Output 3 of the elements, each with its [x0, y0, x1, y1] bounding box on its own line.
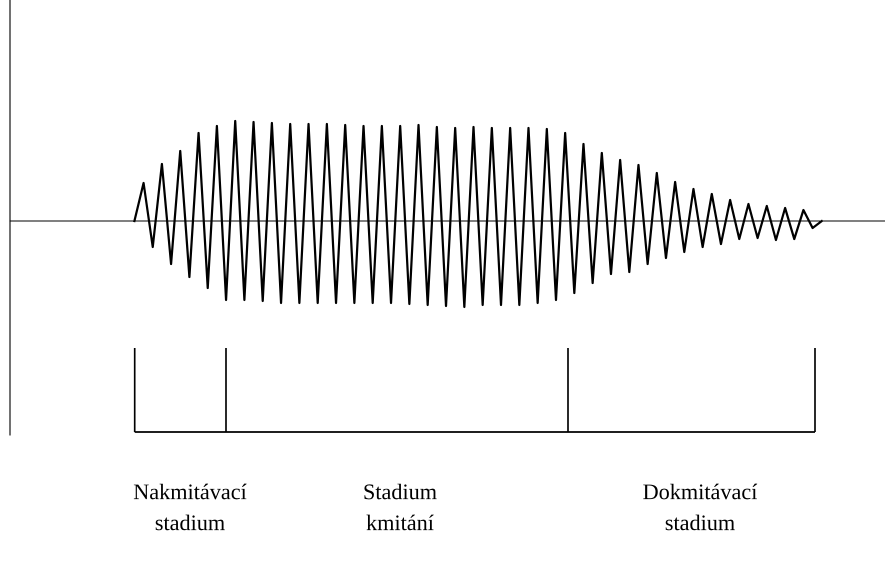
text: Nakmitávací stadium [134, 484, 247, 530]
text: Stadium kmitání [364, 484, 437, 530]
text: Dokmitávací stadium [643, 484, 758, 530]
